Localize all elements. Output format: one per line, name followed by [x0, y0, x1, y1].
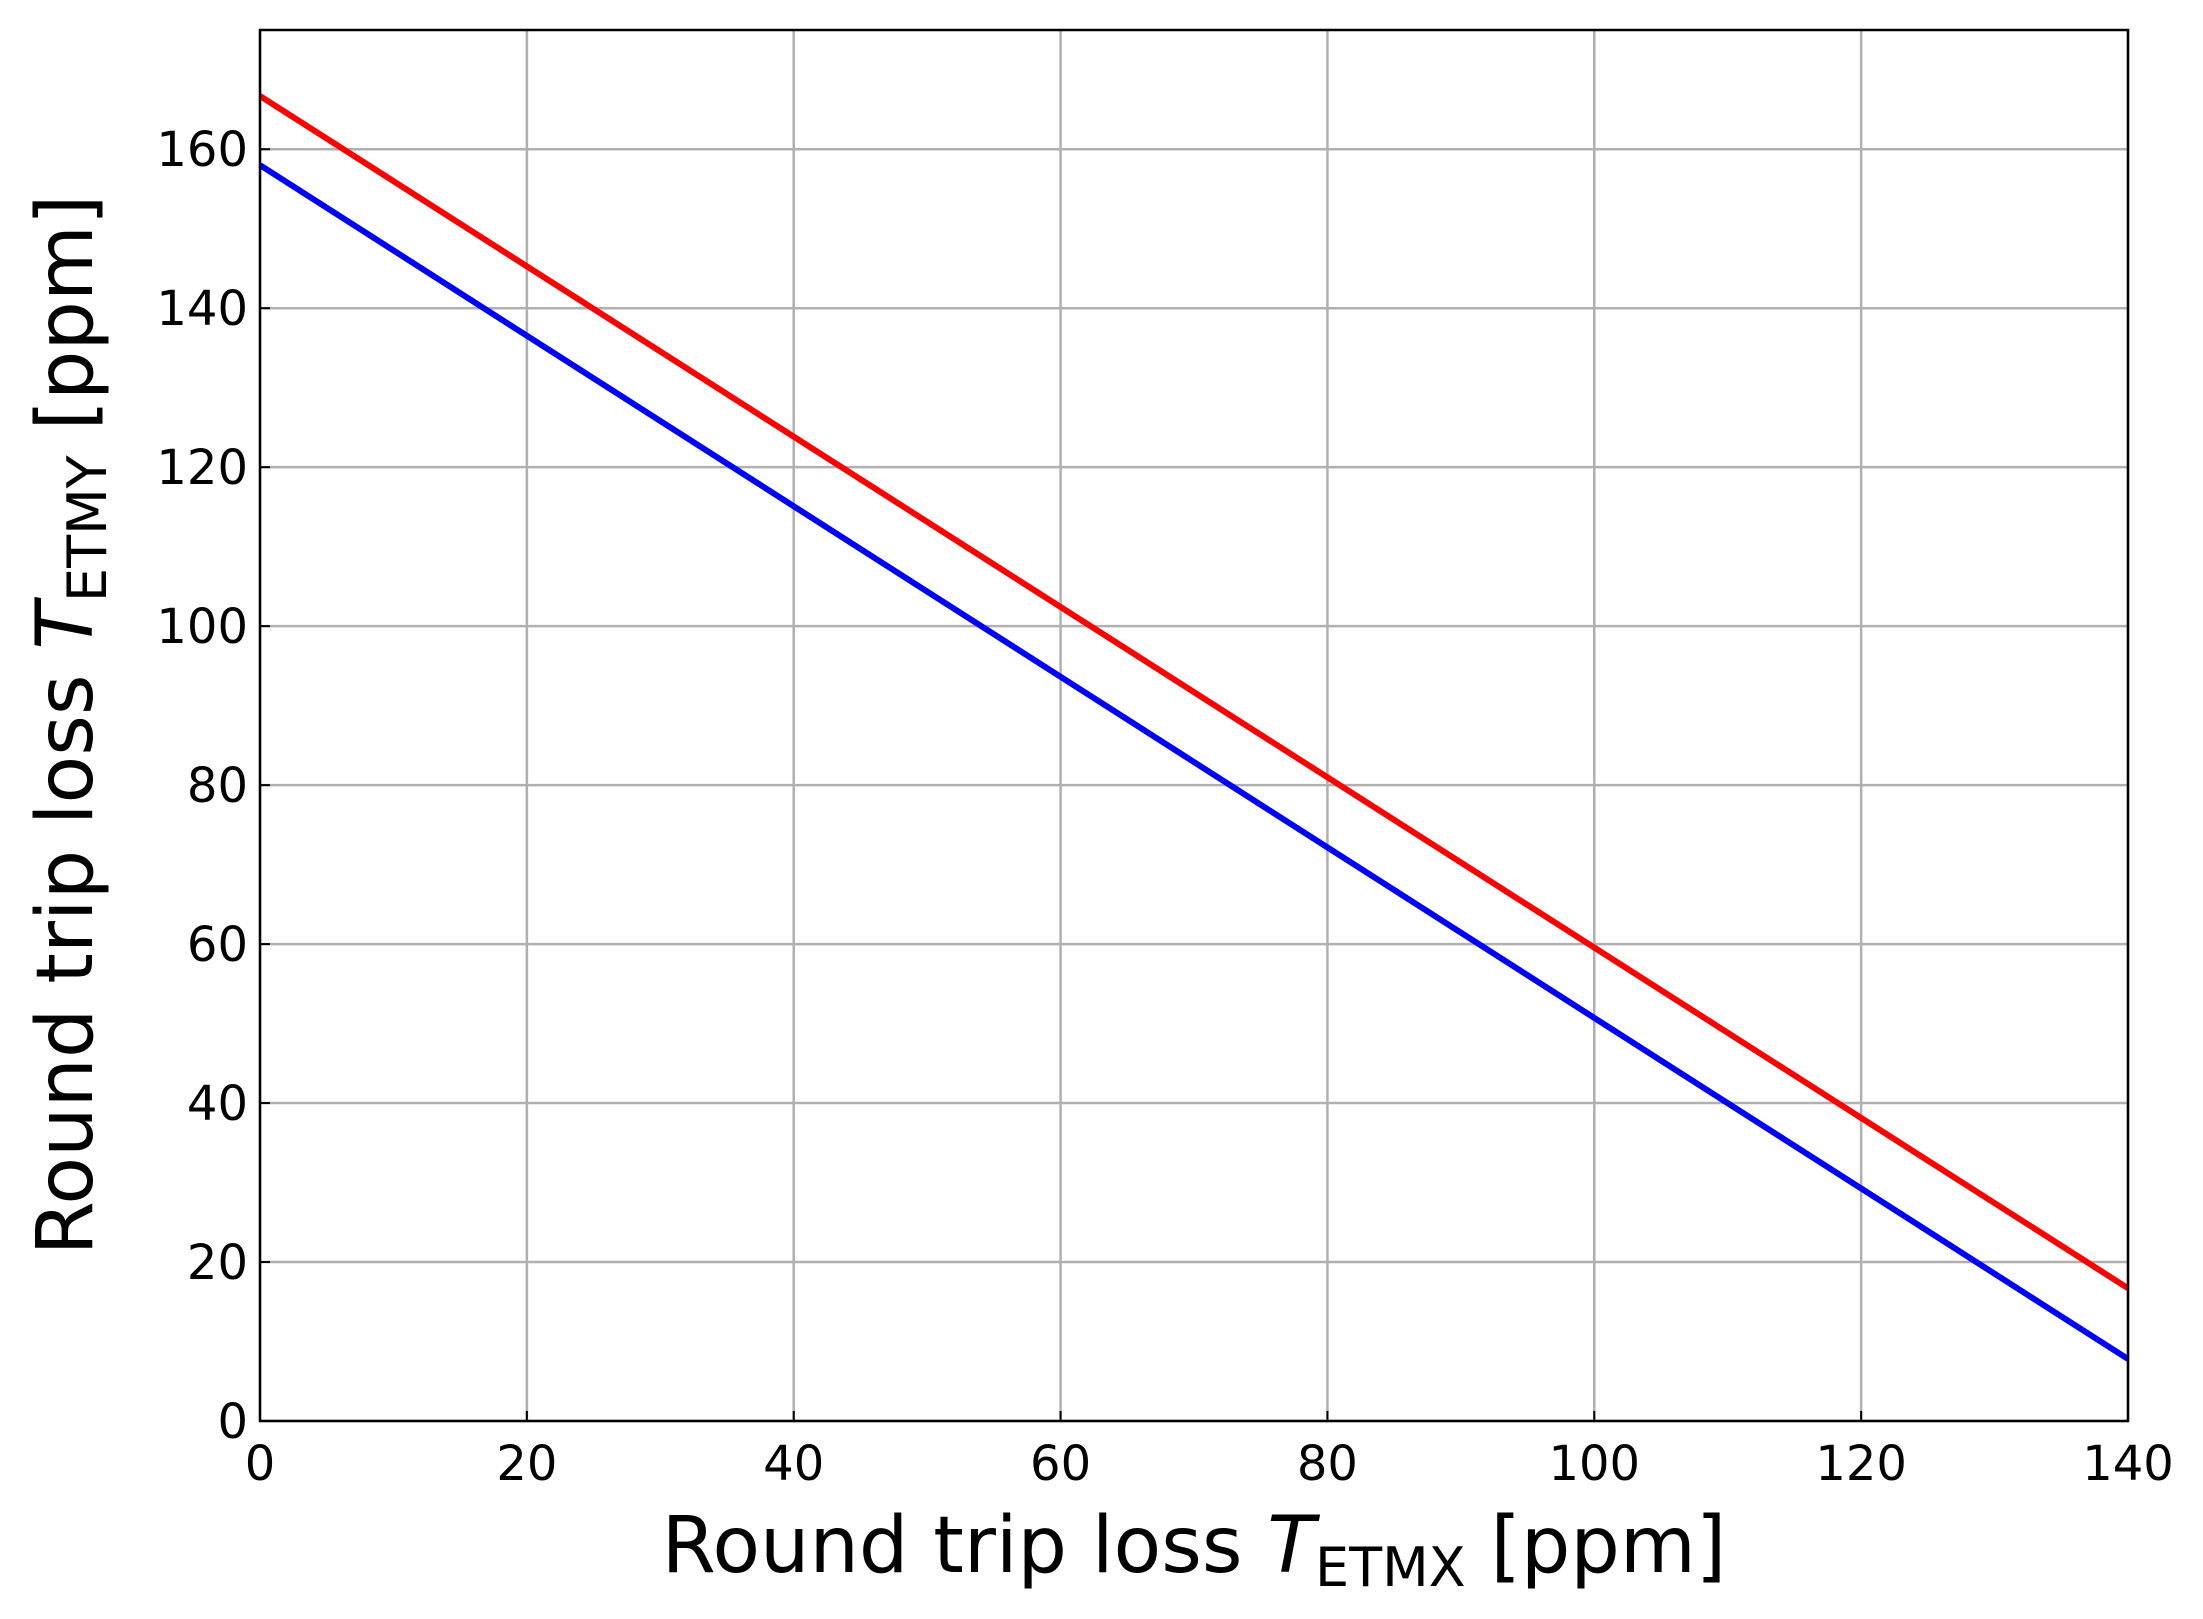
- plot-frame: [258, 28, 2130, 1423]
- x-tick-label: 100: [1548, 1436, 1640, 1492]
- x-tick-label: 140: [2082, 1436, 2174, 1492]
- x-tick-label: 80: [1297, 1436, 1358, 1492]
- y-label-symbol: T: [21, 597, 111, 650]
- y-label-subscript: ETMY: [56, 454, 119, 602]
- x-tick-label: 60: [1030, 1436, 1091, 1492]
- y-tick-label: 120: [156, 440, 248, 496]
- y-axis-label: Round trip loss TETMY [ppm]: [21, 195, 119, 1256]
- x-label-subscript: ETMX: [1315, 1536, 1466, 1599]
- x-tick-label: 40: [763, 1436, 824, 1492]
- x-tick-label: 0: [245, 1436, 276, 1492]
- y-tick-label: 60: [187, 917, 248, 973]
- x-label-unit: [ppm]: [1466, 1501, 1727, 1591]
- y-label-unit: [ppm]: [21, 195, 111, 456]
- line-series: [258, 93, 2130, 1291]
- y-tick-label: 0: [217, 1394, 248, 1450]
- x-axis-label: Round trip loss TETMX [ppm]: [662, 1501, 1727, 1599]
- x-tick-label: 120: [1815, 1436, 1907, 1492]
- y-label-text: Round trip loss: [21, 650, 111, 1256]
- y-tick-label: 100: [156, 599, 248, 655]
- y-tick-label: 80: [187, 758, 248, 814]
- y-tick-label: 160: [156, 122, 248, 178]
- x-tick-label: 20: [496, 1436, 557, 1492]
- y-tick-label: 40: [187, 1076, 248, 1132]
- x-label-symbol: T: [1267, 1501, 1320, 1591]
- line-series: [258, 162, 2130, 1362]
- y-tick-label: 20: [187, 1235, 248, 1291]
- y-tick-label: 140: [156, 281, 248, 337]
- x-label-text: Round trip loss: [662, 1501, 1268, 1591]
